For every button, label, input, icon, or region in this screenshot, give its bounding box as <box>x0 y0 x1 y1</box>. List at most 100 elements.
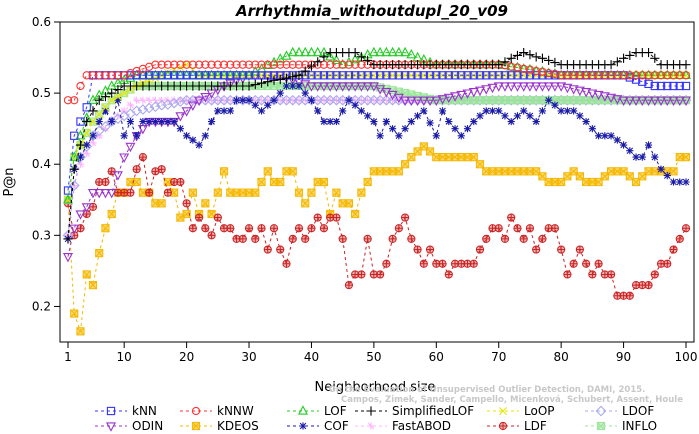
data-point <box>368 82 379 92</box>
data-point <box>574 86 585 97</box>
legend-label: FastABOD <box>392 419 451 433</box>
data-point <box>169 60 179 69</box>
data-point <box>363 234 372 243</box>
data-point <box>232 96 241 104</box>
data-point <box>312 46 323 57</box>
data-point <box>582 117 590 126</box>
data-point <box>307 224 316 233</box>
data-point <box>663 71 672 80</box>
data-point <box>512 50 523 61</box>
data-point <box>506 53 516 63</box>
data-point <box>513 224 522 233</box>
data-point <box>644 141 653 149</box>
data-point <box>419 259 428 268</box>
data-point <box>226 71 235 80</box>
legend-item-lof: LOF <box>287 404 347 418</box>
data-point <box>512 82 523 92</box>
data-point <box>393 46 404 57</box>
series-layer <box>62 46 692 336</box>
data-point <box>344 281 354 290</box>
data-point <box>76 327 85 336</box>
data-point <box>238 60 247 69</box>
data-point <box>68 180 80 191</box>
data-point <box>288 167 297 176</box>
data-point <box>544 71 553 80</box>
data-point <box>106 189 117 199</box>
data-point <box>482 234 491 243</box>
legend-label: LDOF <box>622 404 654 418</box>
data-point <box>457 132 465 140</box>
data-point <box>557 71 566 80</box>
data-point <box>543 82 554 92</box>
data-point <box>319 177 329 187</box>
y-tick-label: 0.6 <box>32 15 51 29</box>
data-point <box>312 82 323 92</box>
data-point <box>269 75 279 85</box>
data-point <box>426 119 434 127</box>
data-point <box>394 167 403 176</box>
data-point <box>251 188 260 197</box>
data-point <box>339 107 347 115</box>
data-point <box>482 71 491 80</box>
data-point <box>538 172 547 181</box>
data-point <box>244 81 254 91</box>
data-point <box>332 117 341 126</box>
data-point <box>382 71 391 80</box>
data-point <box>270 96 278 104</box>
data-point <box>507 213 516 222</box>
data-point <box>649 96 660 106</box>
data-point <box>456 90 467 101</box>
data-point <box>319 71 329 80</box>
data-point <box>400 46 411 57</box>
data-point <box>569 259 578 268</box>
data-point <box>407 71 416 80</box>
data-point <box>288 72 298 82</box>
data-point <box>201 199 210 208</box>
data-point <box>287 46 298 57</box>
data-point <box>276 177 285 187</box>
data-point <box>413 71 422 80</box>
data-point <box>632 153 640 161</box>
data-point <box>393 93 404 104</box>
data-point <box>368 46 379 57</box>
data-point <box>357 188 366 197</box>
data-point <box>75 140 86 150</box>
data-point <box>444 71 453 80</box>
data-point <box>600 71 609 80</box>
data-point <box>313 57 323 67</box>
data-point <box>319 52 329 62</box>
data-point <box>619 71 628 80</box>
data-point <box>644 71 653 80</box>
data-point <box>619 167 628 176</box>
data-point <box>101 107 110 115</box>
data-point <box>244 224 254 233</box>
data-point <box>276 60 285 69</box>
data-point <box>201 132 209 140</box>
data-point <box>293 46 304 57</box>
data-point <box>183 132 191 140</box>
data-point <box>356 82 367 92</box>
data-point <box>300 66 310 76</box>
data-point <box>674 96 685 106</box>
data-point <box>569 167 578 176</box>
data-point <box>220 107 228 115</box>
data-point <box>113 71 123 80</box>
data-point <box>438 107 447 115</box>
legend-label: INFLO <box>622 419 657 433</box>
data-point <box>382 117 390 126</box>
legend-marker <box>191 406 201 416</box>
data-point <box>362 82 373 92</box>
data-point <box>494 71 503 80</box>
legend-marker <box>191 421 201 431</box>
data-point <box>638 153 646 161</box>
data-point <box>163 188 172 197</box>
data-point <box>232 71 241 80</box>
data-point <box>526 112 534 120</box>
data-point <box>432 71 441 80</box>
data-point <box>618 53 629 63</box>
y-tick-label: 0.2 <box>32 299 51 313</box>
data-point <box>182 60 191 69</box>
data-point <box>375 85 386 95</box>
data-point <box>631 96 642 106</box>
data-point <box>76 81 85 91</box>
